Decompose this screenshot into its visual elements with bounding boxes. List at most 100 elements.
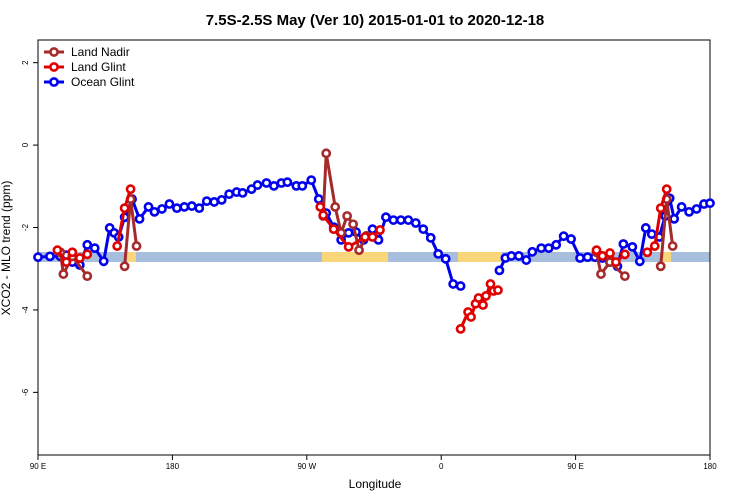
land-band [127, 252, 136, 262]
point [646, 229, 657, 240]
legend-label: Land Glint [71, 60, 126, 74]
legend-marker [49, 77, 59, 87]
point [388, 215, 399, 225]
point [131, 241, 142, 251]
point [348, 219, 358, 230]
point [125, 184, 136, 195]
plot-frame [37, 39, 711, 456]
point [642, 247, 653, 258]
point [705, 198, 715, 209]
point [194, 203, 205, 214]
point [313, 194, 324, 204]
point [448, 279, 459, 289]
x-axis-label: Longitude [349, 477, 402, 491]
point [82, 239, 93, 250]
y-tick-label: -4 [21, 306, 30, 314]
x-tick-label: 180 [166, 462, 180, 471]
point [282, 177, 293, 188]
point [343, 227, 354, 238]
point [566, 234, 577, 244]
point [455, 323, 466, 334]
point [252, 180, 263, 190]
point [676, 202, 687, 212]
x-tick-label: 90 E [30, 462, 46, 471]
point [45, 251, 55, 262]
point [67, 247, 78, 258]
point [655, 203, 666, 214]
point [318, 210, 329, 221]
point [611, 257, 621, 268]
point [661, 184, 672, 195]
point [478, 300, 488, 310]
point [360, 232, 370, 242]
y-tick-label: 0 [21, 142, 30, 147]
point [315, 202, 326, 212]
x-tick-label: 180 [703, 462, 717, 471]
point [466, 312, 476, 322]
point [655, 261, 666, 272]
point [410, 218, 421, 228]
point [575, 253, 585, 263]
point [669, 213, 680, 224]
point [596, 269, 606, 279]
point [558, 231, 569, 242]
point [201, 196, 212, 207]
point [149, 206, 160, 217]
legend-marker [49, 47, 59, 57]
point [640, 223, 651, 233]
point [684, 206, 694, 217]
point [527, 246, 538, 257]
point [418, 224, 429, 235]
point [455, 281, 466, 291]
point [551, 239, 562, 250]
land-band [662, 252, 671, 262]
chart-title: 7.5S-2.5S May (Ver 10) 2015-01-01 to 202… [206, 12, 545, 29]
point [143, 202, 154, 212]
point [98, 256, 109, 267]
point [112, 241, 123, 251]
point [186, 201, 197, 211]
point [395, 215, 406, 225]
point [618, 239, 629, 249]
point [425, 232, 436, 243]
point [261, 178, 272, 188]
point [306, 175, 317, 186]
point [627, 241, 638, 252]
point [619, 271, 630, 282]
point [61, 257, 72, 268]
legend-label: Land Nadir [71, 45, 130, 59]
point [691, 204, 702, 214]
y-tick-label: -2 [21, 223, 30, 231]
legend-marker [49, 62, 59, 72]
point [667, 241, 678, 251]
point [381, 212, 391, 223]
point [328, 224, 339, 235]
point [209, 197, 220, 207]
x-tick-label: 0 [439, 462, 444, 471]
point [591, 245, 602, 256]
point [506, 251, 517, 261]
land-band [322, 252, 388, 262]
legend-label: Ocean Glint [71, 75, 135, 89]
point [536, 243, 547, 254]
point [597, 251, 608, 261]
x-tick-label: 90 W [297, 462, 316, 471]
point [343, 241, 354, 252]
surface-band [38, 252, 710, 262]
y-tick-label: 2 [21, 60, 30, 65]
point [330, 202, 341, 212]
point [634, 256, 645, 267]
point [297, 180, 308, 191]
point [269, 180, 279, 191]
point [171, 203, 182, 214]
point [82, 271, 93, 282]
point [375, 225, 385, 235]
point [582, 252, 593, 263]
point [649, 241, 660, 251]
point [367, 232, 378, 242]
point [179, 202, 190, 212]
point [605, 248, 615, 258]
point [342, 211, 353, 221]
point [164, 199, 175, 209]
point [543, 243, 554, 254]
